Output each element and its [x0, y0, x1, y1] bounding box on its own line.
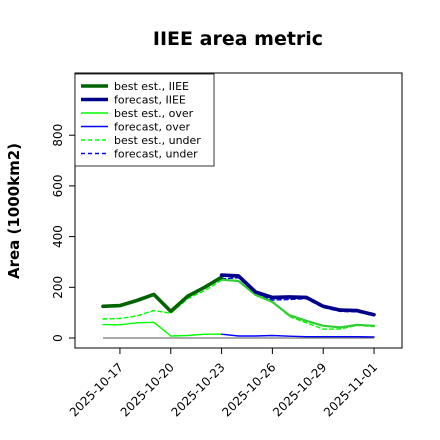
legend-label: best est., under — [114, 134, 201, 147]
x-tick-label: 2025-11-01 — [321, 360, 380, 419]
legend-box — [74, 73, 215, 167]
legend-label: forecast, under — [114, 148, 198, 161]
y-tick-label: 600 — [51, 174, 65, 197]
series-line-1 — [219, 273, 376, 317]
legend-label: forecast, over — [114, 121, 190, 134]
x-tick-label: 2025-10-20 — [118, 360, 177, 419]
series-line-2 — [102, 321, 223, 337]
series-layer — [101, 273, 376, 339]
series-line-3 — [220, 333, 375, 338]
series-line-6 — [220, 278, 376, 329]
x-tick-label: 2025-10-23 — [168, 360, 227, 419]
y-tick-label: 200 — [51, 276, 65, 299]
legend-label: forecast, IIEE — [114, 94, 186, 107]
series-line-0 — [101, 275, 224, 314]
legend-label: best est., over — [114, 107, 194, 120]
series-line-4 — [102, 279, 375, 330]
y-axis-label: Area (1000km2) — [5, 143, 23, 279]
x-tick-label: 2025-10-17 — [67, 360, 126, 419]
y-axis: 0 200 400 600 800 — [51, 124, 75, 342]
y-tick-label: 400 — [51, 225, 65, 248]
y-tick-label: 0 — [51, 334, 65, 342]
legend-label: best est., IIEE — [114, 80, 189, 93]
x-tick-label: 2025-10-26 — [219, 360, 278, 419]
x-axis: 2025-10-172025-10-202025-10-232025-10-26… — [67, 348, 380, 419]
y-tick-label: 800 — [51, 124, 65, 147]
x-tick-label: 2025-10-29 — [270, 360, 329, 419]
plot-frame — [74, 72, 403, 349]
chart-title: IIEE area metric — [153, 28, 323, 50]
